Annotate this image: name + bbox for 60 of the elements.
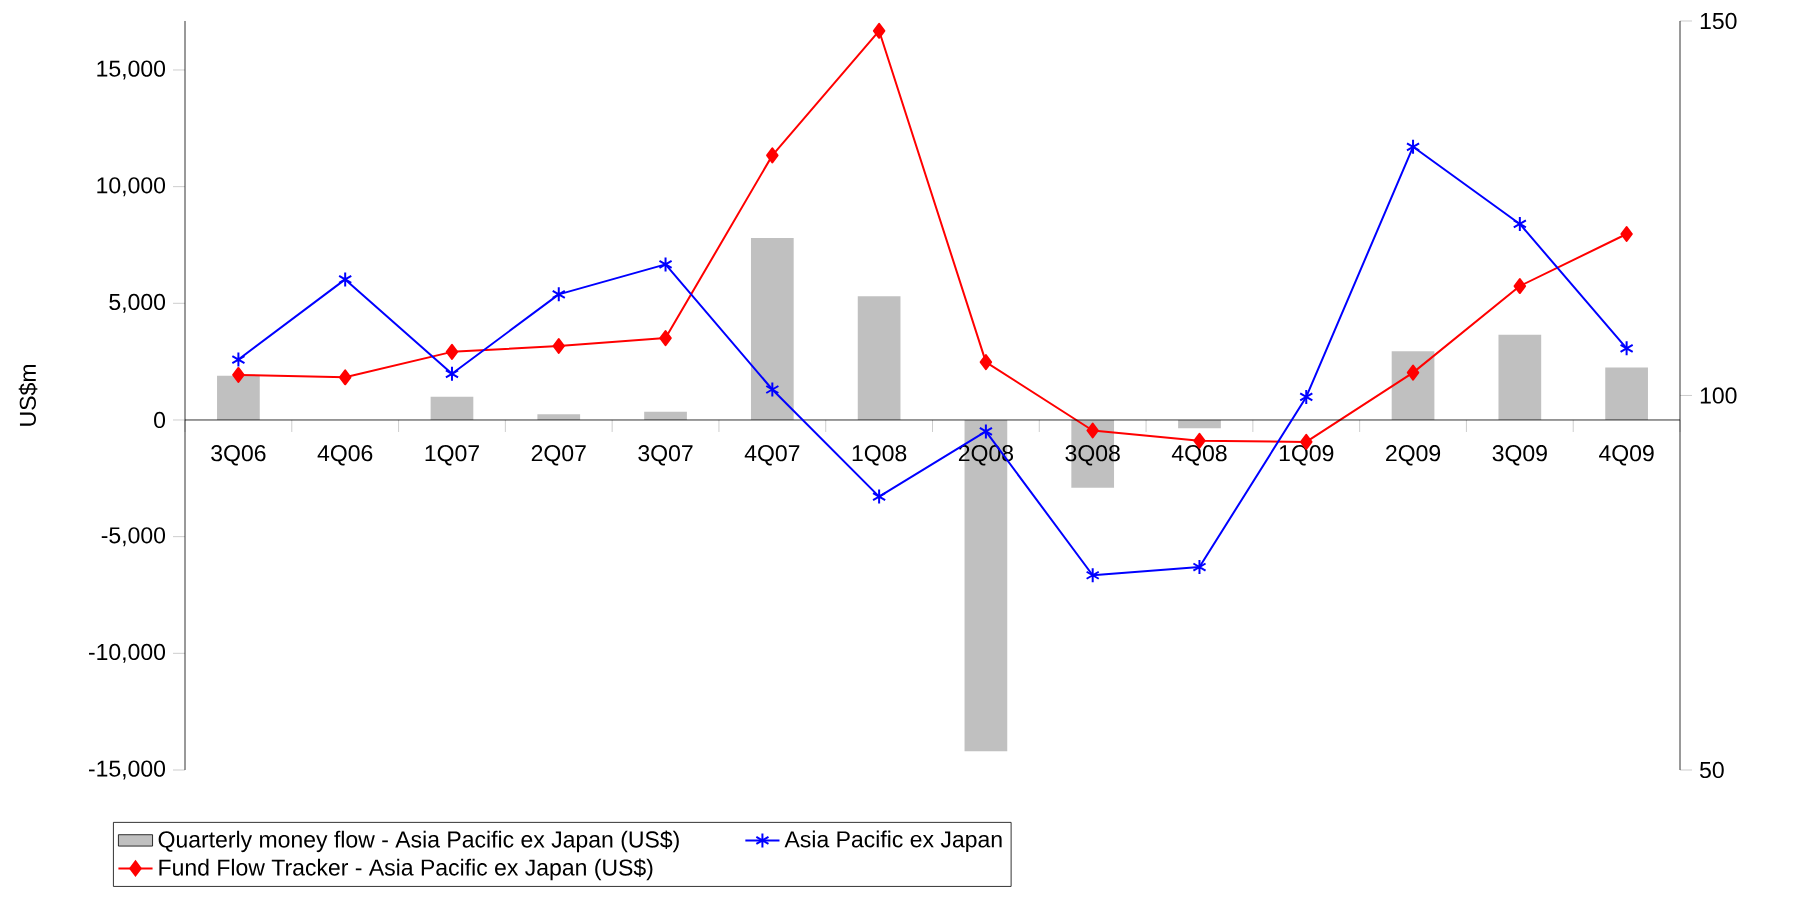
point [231, 351, 246, 368]
y-axis-title: US$m [18, 365, 38, 426]
point [1620, 226, 1633, 243]
bar [430, 396, 474, 420]
y-tick-label: 10,000 [97, 177, 166, 197]
point [1405, 138, 1421, 155]
y-tick-label: -10,000 [88, 643, 166, 663]
point [872, 22, 886, 39]
point [766, 147, 779, 164]
y-tick-label: 5,000 [109, 293, 166, 313]
point [551, 286, 566, 303]
point [978, 423, 993, 440]
point [552, 338, 566, 355]
point [979, 354, 993, 371]
x-tick-label: 3Q06 [211, 445, 266, 466]
bar [750, 237, 794, 420]
bar [217, 375, 260, 420]
legend-label: Asia Pacific ex Japan [784, 830, 1002, 852]
point [232, 366, 245, 383]
y-tick-label: -15,000 [88, 760, 166, 780]
point [1085, 567, 1100, 584]
x-tick-label: 3Q09 [1492, 445, 1547, 466]
y2-tick-label: 50 [1699, 761, 1724, 779]
y-tick-label: 0 [154, 411, 166, 429]
y2-tick-label: 150 [1700, 12, 1737, 30]
x-tick-label: 3Q08 [1065, 445, 1120, 466]
point [444, 365, 460, 382]
bar [1498, 334, 1542, 420]
bar [1391, 351, 1435, 420]
x-tick-label: 1Q08 [852, 445, 907, 466]
point [659, 330, 672, 347]
point [1406, 364, 1420, 381]
x-tick-label: 4Q07 [744, 445, 800, 466]
bar [1605, 367, 1648, 420]
x-tick-label: 4Q09 [1599, 445, 1654, 466]
point [658, 256, 673, 273]
point [1619, 340, 1634, 357]
point [1299, 388, 1314, 405]
point [1192, 559, 1207, 576]
point [445, 343, 459, 360]
x-tick-label: 4Q06 [317, 445, 373, 466]
x-tick-label: 1Q09 [1279, 445, 1334, 466]
point [338, 271, 353, 288]
point [1086, 422, 1099, 439]
point [1512, 215, 1527, 232]
x-tick-label: 2Q09 [1386, 445, 1441, 466]
x-tick-label: 4Q08 [1171, 445, 1227, 466]
x-tick-label: 1Q07 [425, 445, 479, 466]
point [872, 488, 887, 505]
y-tick-label: 15,000 [97, 60, 166, 80]
y2-tick-label: 100 [1700, 387, 1737, 404]
point [765, 381, 780, 398]
point [1513, 278, 1527, 295]
point [338, 369, 352, 386]
x-tick-label: 2Q07 [531, 445, 586, 466]
bar [857, 296, 901, 420]
legend-label: Quarterly money flow - Asia Pacific ex Japan (US$) [158, 830, 679, 853]
x-tick-label: 3Q07 [638, 445, 693, 466]
y-tick-label: -5,000 [101, 527, 166, 547]
legend-label: Fund Flow Tracker - Asia Pacific ex Japan (US$) [159, 858, 653, 881]
